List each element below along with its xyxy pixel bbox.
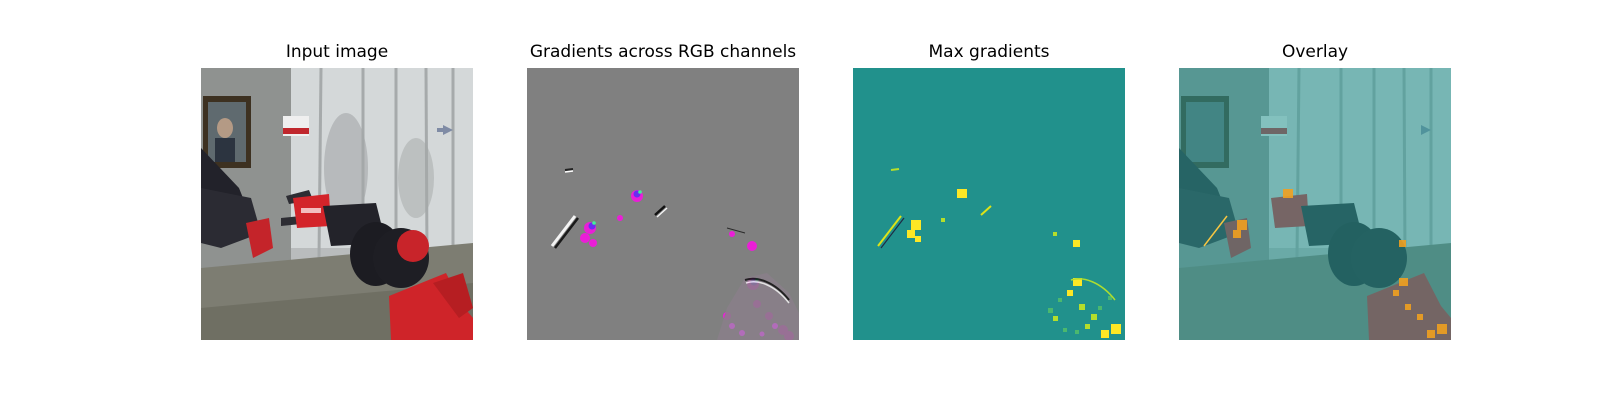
panel-overlay: Overlay [1179, 0, 1451, 400]
rgb-gradient-map [527, 68, 799, 340]
panel-title: Input image [285, 42, 389, 62]
max-gradient-map [853, 68, 1125, 340]
rgb-gradient-image [527, 68, 799, 340]
max-gradient-image [853, 68, 1125, 340]
panel-rgb-gradients: Gradients across RGB channels [527, 0, 799, 400]
input-image [201, 68, 473, 340]
panel-max-gradients: Max gradients [853, 0, 1125, 400]
overlay-image [1179, 68, 1451, 340]
input-image-photo [201, 68, 473, 340]
panel-title: Gradients across RGB channels [529, 42, 797, 62]
panel-title: Max gradients [928, 42, 1050, 62]
panel-input-image: Input image [201, 0, 473, 400]
panel-title: Overlay [1281, 42, 1349, 62]
overlay-composite [1179, 68, 1451, 340]
